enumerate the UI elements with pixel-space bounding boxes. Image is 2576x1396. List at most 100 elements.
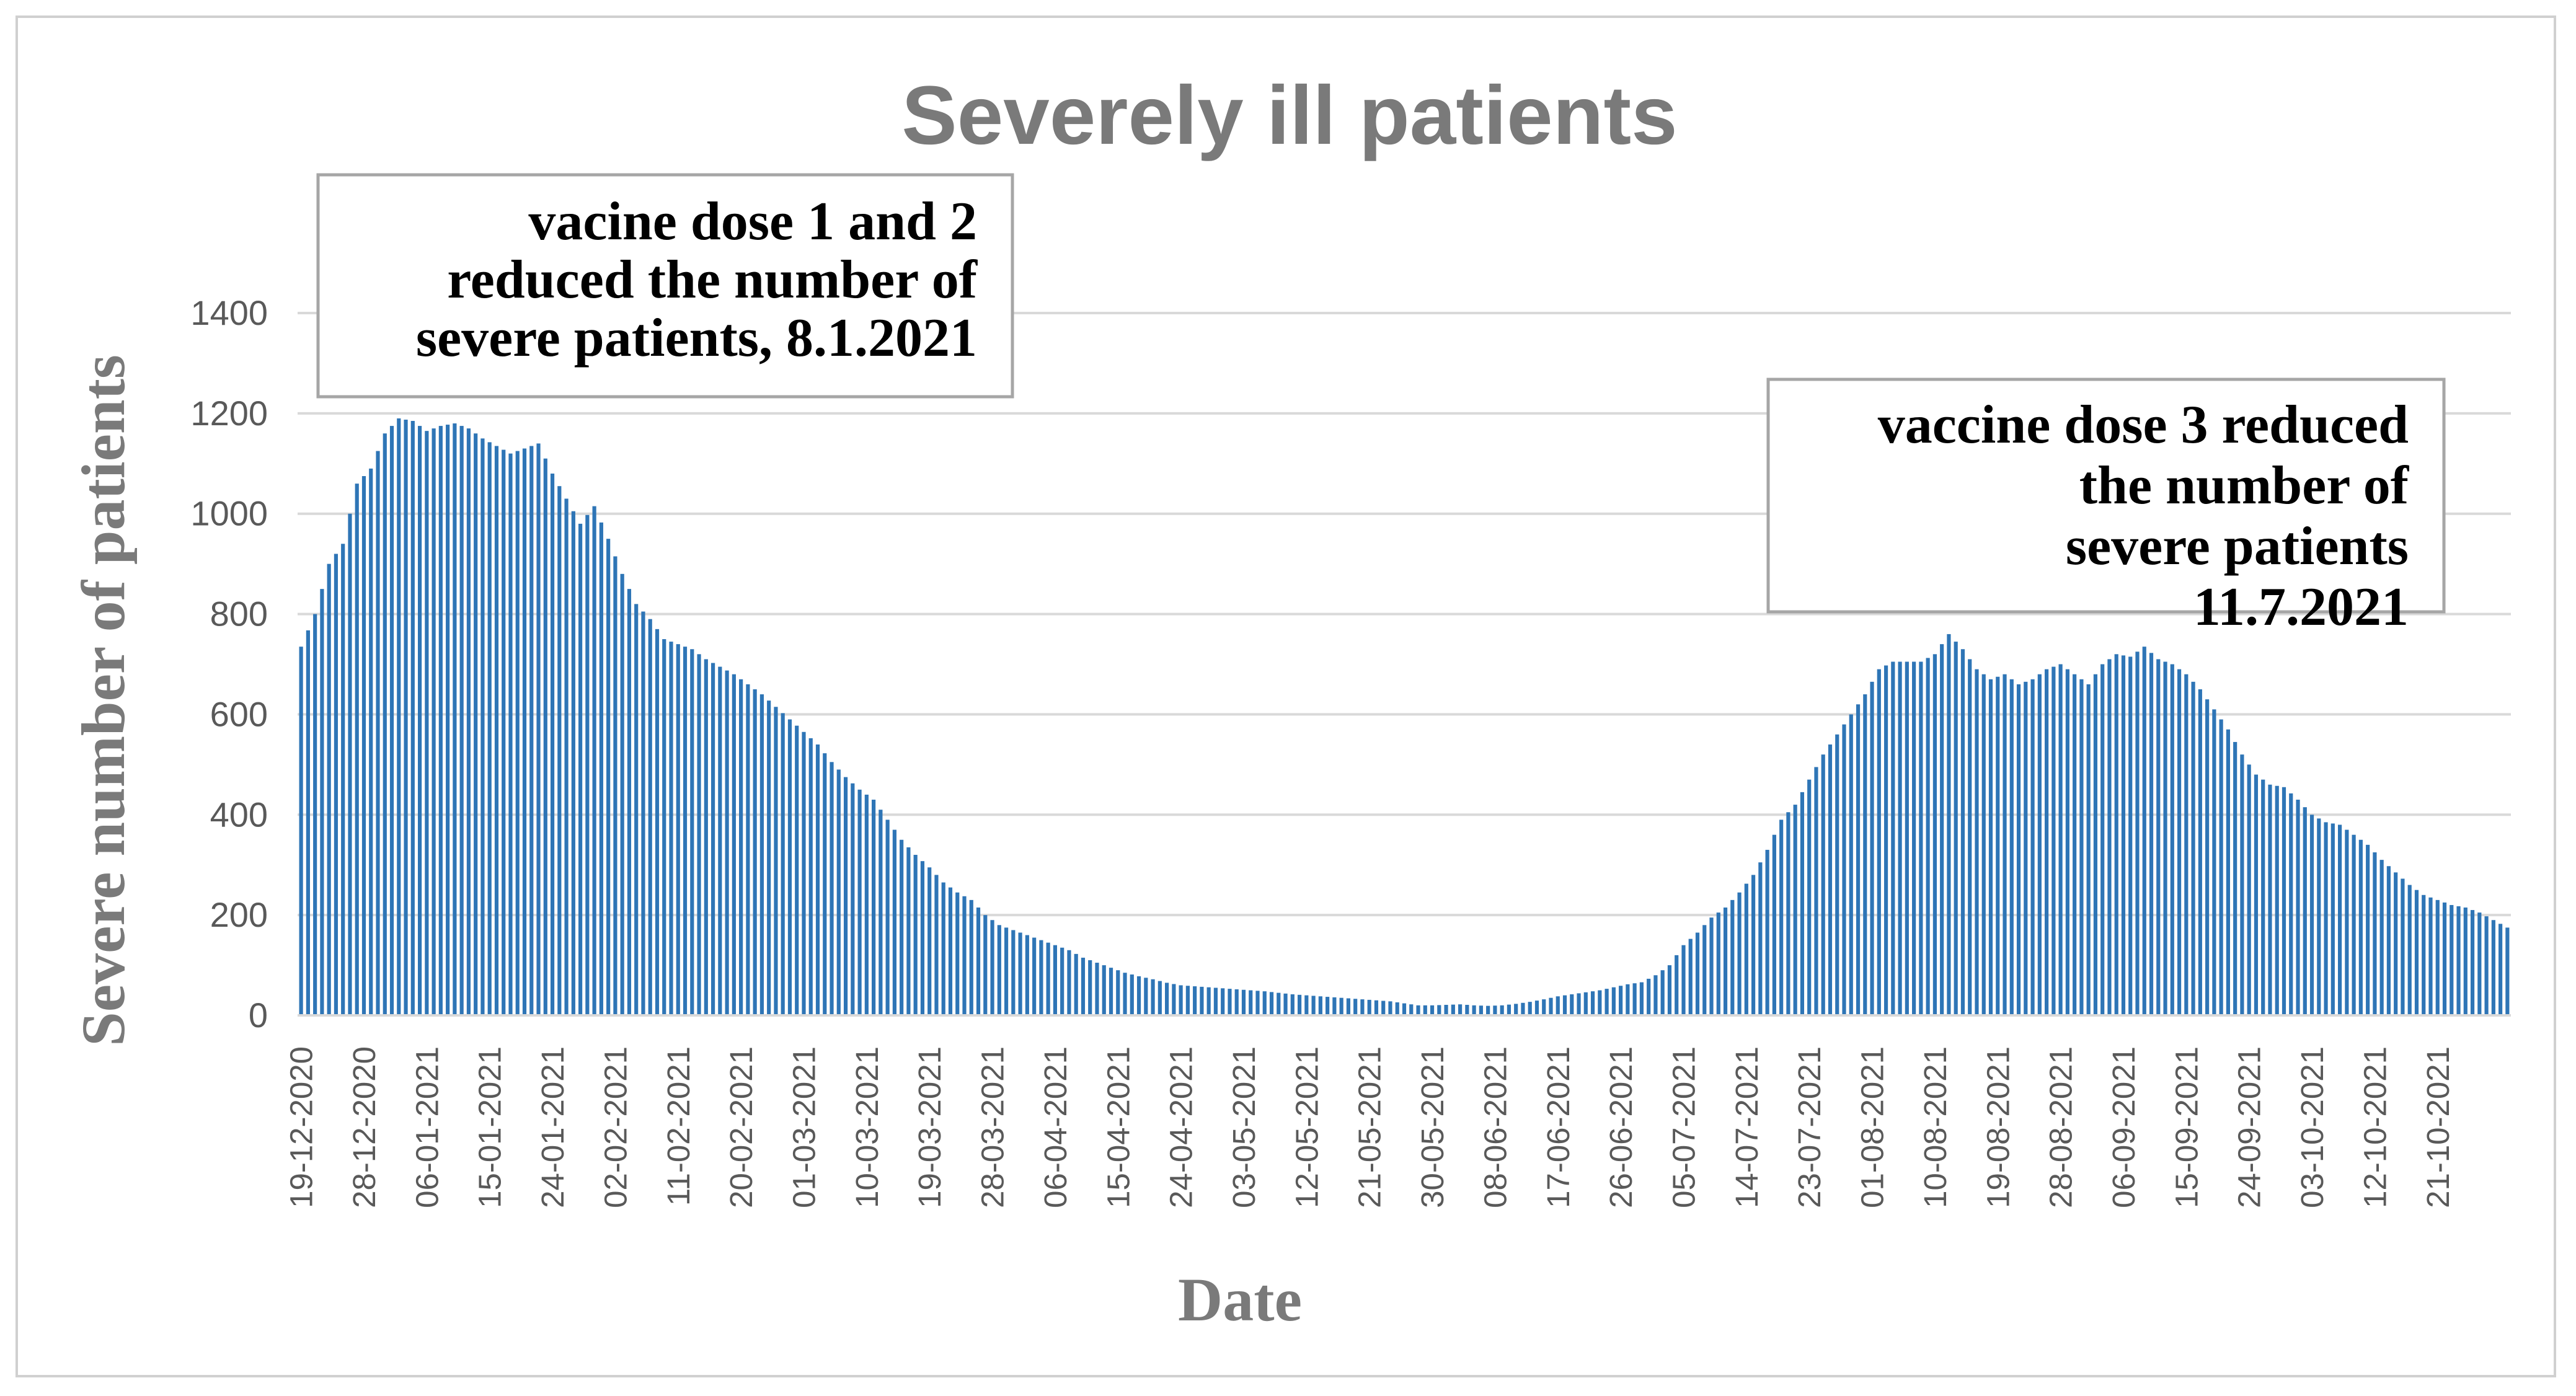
bar — [1919, 661, 1923, 1015]
x-tick-label: 19-12-2020 — [284, 1046, 319, 1208]
bar — [1940, 644, 1944, 1015]
bar — [1667, 965, 1672, 1015]
bar — [2366, 844, 2370, 1015]
bar — [1611, 987, 1616, 1015]
bar — [2379, 860, 2384, 1015]
bar — [529, 446, 534, 1015]
bar — [1660, 970, 1665, 1015]
bar — [1542, 999, 1546, 1015]
bar — [1144, 978, 1148, 1015]
bar — [1507, 1004, 1512, 1015]
bar — [1765, 849, 1769, 1015]
annotation-line: 11.7.2021 — [2193, 577, 2409, 637]
bar — [2052, 666, 2056, 1015]
bar — [299, 647, 303, 1015]
bar — [2275, 785, 2279, 1015]
bar — [2254, 774, 2259, 1015]
bar — [502, 449, 506, 1015]
bar — [446, 425, 450, 1015]
bar — [327, 563, 331, 1015]
y-tick-label: 600 — [210, 694, 268, 733]
bar — [397, 418, 401, 1015]
bar — [1570, 994, 1574, 1015]
bar — [2386, 866, 2391, 1015]
annotation-vaccine-dose-3: vaccine dose 3 reduced the number of sev… — [1766, 378, 2446, 637]
bar — [808, 738, 813, 1015]
bar — [543, 458, 547, 1015]
bar — [1723, 908, 1728, 1015]
bar — [2303, 807, 2307, 1015]
bar — [1772, 834, 1776, 1015]
bar — [2345, 829, 2349, 1015]
bar — [361, 476, 366, 1015]
bar — [2135, 652, 2140, 1015]
bar — [1123, 973, 1127, 1015]
y-tick-label: 1000 — [190, 494, 268, 533]
bar — [2058, 664, 2063, 1015]
bar — [1730, 899, 1735, 1015]
bar — [774, 707, 778, 1015]
bar — [341, 544, 345, 1015]
bar — [1758, 862, 1763, 1015]
bar — [2435, 899, 2440, 1015]
bar — [1221, 988, 1225, 1015]
bar — [962, 896, 967, 1015]
bar — [1968, 659, 1972, 1015]
bar — [746, 684, 750, 1015]
bar — [1905, 661, 1909, 1015]
bar — [2219, 719, 2223, 1015]
bar — [1102, 965, 1106, 1015]
bar — [606, 539, 611, 1015]
bar — [1932, 654, 1937, 1015]
bar — [2463, 908, 2468, 1015]
bar — [1590, 991, 1595, 1015]
bar — [1465, 1005, 1469, 1015]
bar — [1018, 932, 1022, 1015]
bar — [872, 800, 876, 1015]
bar — [830, 762, 834, 1015]
bar — [320, 589, 324, 1015]
bar — [1751, 875, 1756, 1015]
bar — [1653, 975, 1658, 1015]
x-tick-label: 06-04-2021 — [1038, 1046, 1073, 1208]
bar — [1367, 999, 1371, 1015]
bar — [1534, 1001, 1539, 1015]
bar — [1856, 704, 1861, 1015]
bar — [1486, 1005, 1490, 1015]
bar — [2121, 655, 2126, 1015]
bar — [466, 428, 471, 1015]
bar — [1842, 724, 1846, 1015]
bar — [2470, 910, 2475, 1015]
bar — [1311, 996, 1316, 1015]
bar — [334, 554, 339, 1015]
bar — [1891, 661, 1895, 1015]
bar — [2456, 906, 2461, 1015]
bar — [1046, 942, 1050, 1015]
bar — [1430, 1005, 1435, 1015]
bar — [2407, 885, 2412, 1015]
bar — [2337, 824, 2342, 1015]
bar — [2024, 681, 2028, 1015]
bar — [920, 861, 925, 1015]
bar — [2247, 764, 2251, 1015]
bar — [1779, 819, 1784, 1015]
y-axis-label: Severe number of patients — [69, 355, 138, 1046]
bar — [2149, 653, 2154, 1015]
y-tick-label: 1400 — [190, 293, 268, 332]
annotation-box — [1766, 378, 2446, 614]
bar — [1213, 987, 1218, 1015]
bar — [1954, 642, 1958, 1015]
bar — [787, 719, 792, 1015]
bar — [1032, 937, 1037, 1015]
x-tick-label: 15-01-2021 — [472, 1046, 508, 1208]
bar — [2373, 852, 2377, 1015]
bar — [1095, 963, 1099, 1015]
x-tick-label: 28-08-2021 — [2043, 1046, 2079, 1208]
bar — [697, 654, 701, 1015]
bar — [1332, 997, 1337, 1015]
bar — [1339, 997, 1343, 1015]
bar — [627, 589, 632, 1015]
bar — [864, 794, 869, 1015]
x-axis-ticks: 19-12-2020 28-12-2020 06-01-2021 15-01-2021… — [284, 1046, 2456, 1208]
bar — [1898, 661, 1902, 1015]
